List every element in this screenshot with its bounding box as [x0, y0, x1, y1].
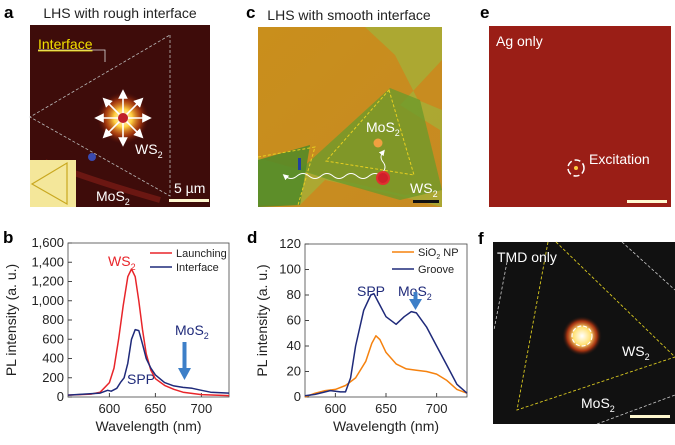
legend-label: Launching	[176, 248, 227, 260]
mos2-label: MoS2	[96, 188, 130, 207]
mos2-emission-dot	[373, 138, 383, 148]
series-line-sio2-np	[304, 335, 468, 398]
x-tick-label: 650	[145, 401, 167, 416]
scalebar-c	[413, 200, 439, 203]
y-tick-label: 1,600	[31, 235, 64, 250]
y-axis-label: PL intensity (a. u.)	[254, 264, 270, 376]
interface-label: Interface	[38, 36, 93, 52]
panel-c: c LHS with smooth interface MoS2 WS2	[246, 3, 442, 207]
excitation-star-icon	[376, 171, 390, 185]
y-tick-label: 800	[42, 312, 64, 327]
scalebar-label: 5 µm	[174, 180, 205, 196]
panel-label-d: d	[247, 228, 257, 247]
excitation-circle	[567, 159, 585, 177]
annotation-mos2-d: MoS2	[398, 283, 432, 302]
ws2-label-f: WS2	[622, 343, 650, 362]
inset-optical-image	[30, 160, 76, 207]
annotation-ws2: WS2	[108, 253, 136, 272]
ws2-outline-f	[516, 241, 675, 411]
panel-label-a: a	[4, 3, 14, 22]
y-tick-label: 0	[294, 389, 301, 404]
mos2-outline-f	[493, 241, 675, 425]
y-tick-label: 400	[42, 351, 64, 366]
panel-f-title: TMD only	[497, 249, 557, 265]
x-tick-label: 600	[325, 401, 347, 416]
ws2-label-c: WS2	[410, 180, 438, 199]
panel-label-b: b	[3, 228, 13, 247]
excitation-spot-f	[562, 316, 602, 356]
annotation-spp-d: SPP	[357, 283, 385, 299]
x-axis-label: Wavelength (nm)	[333, 418, 439, 434]
interface-leader-line	[38, 49, 106, 62]
chart-d: d SPP MoS2 0 20 40 60 80 100 120 600 650 700 Wavel…	[247, 228, 468, 434]
legend-label: Groove	[418, 264, 454, 276]
series-line-interface	[67, 328, 230, 396]
series-line-groove	[304, 292, 468, 397]
y-tick-label: 200	[42, 370, 64, 385]
annotation-mos2: MoS2	[175, 322, 209, 341]
legend-label: Interface	[176, 262, 219, 274]
panel-label-e: e	[480, 3, 489, 22]
panel-label-c: c	[246, 3, 255, 22]
y-tick-label: 600	[42, 331, 64, 346]
y-tick-label: 100	[279, 262, 301, 277]
arrow-mos2-b	[178, 342, 191, 380]
emission-wave-arrow	[378, 149, 386, 173]
x-tick-label: 650	[375, 401, 397, 416]
x-axis-label: Wavelength (nm)	[95, 418, 201, 434]
blue-dot	[88, 153, 96, 161]
spp-wave-arrow	[282, 173, 382, 181]
scalebar-e	[627, 200, 667, 203]
y-tick-label: 1,200	[31, 274, 64, 289]
y-tick-label: 40	[287, 338, 301, 353]
panel-label-f: f	[478, 229, 484, 248]
y-tick-label: 80	[287, 287, 301, 302]
panel-a: a LHS with rough interface Interface WS2…	[4, 3, 210, 207]
arrow-mos2-d	[409, 292, 422, 310]
panel-a-title: LHS with rough interface	[43, 5, 197, 21]
excitation-circle-f	[571, 325, 593, 347]
scalebar-f	[630, 415, 670, 418]
inset-triangle	[30, 161, 68, 206]
series-line-launching	[67, 268, 230, 397]
y-tick-label: 0	[57, 389, 64, 404]
y-tick-label: 20	[287, 364, 301, 379]
ws2-outline-c-left	[257, 146, 316, 206]
panel-f: f TMD only WS2 MoS2	[478, 229, 675, 425]
outcoupling-marker	[298, 158, 301, 170]
legend-label: SiO2 NP	[418, 247, 459, 261]
scalebar	[169, 199, 209, 202]
mos2-label-f: MoS2	[581, 395, 615, 414]
microscopy-image-e	[489, 26, 671, 207]
ws2-outline-f-right	[555, 241, 675, 358]
red-dot	[118, 113, 128, 123]
x-tick-label: 600	[99, 401, 121, 416]
y-axis-label: PL intensity (a. u.)	[3, 264, 19, 376]
ws2-region	[300, 88, 442, 200]
x-tick-label: 700	[191, 401, 213, 416]
ws2-outline-c	[325, 88, 415, 176]
mos2-label-c: MoS2	[366, 119, 400, 138]
ws2-outline	[29, 34, 171, 197]
ws2-label: WS2	[135, 141, 163, 160]
x-tick-label: 700	[426, 401, 448, 416]
y-tick-label: 120	[279, 236, 301, 251]
chart-b: b WS2 SPP MoS2 0 200 400 600 800 1,000 1,200 1,…	[3, 228, 230, 434]
y-tick-label: 1,000	[31, 293, 64, 308]
panel-e: e Ag only Excitation	[480, 3, 671, 207]
excitation-label: Excitation	[589, 151, 650, 167]
excitation-spot-e	[574, 166, 578, 170]
annotation-spp: SPP	[127, 371, 155, 387]
panel-c-title: LHS with smooth interface	[267, 7, 431, 23]
y-tick-label: 1,400	[31, 254, 64, 269]
panel-e-title: Ag only	[496, 33, 543, 49]
y-tick-label: 60	[287, 313, 301, 328]
